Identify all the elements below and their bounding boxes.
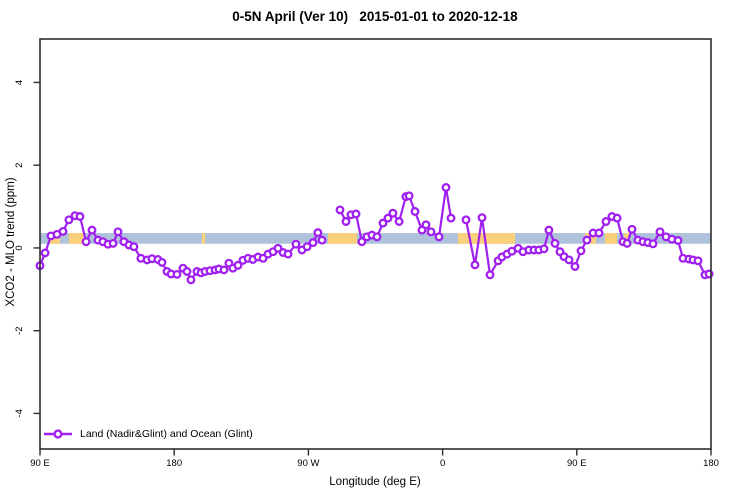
- data-point-marker: [113, 227, 123, 237]
- data-point-marker: [388, 208, 398, 218]
- data-point-marker: [75, 212, 85, 221]
- data-point-marker: [108, 238, 118, 248]
- legend-label: Land (Nadir&Glint) and Ocean (Glint): [80, 428, 253, 440]
- data-point-marker: [410, 207, 420, 216]
- data-point-marker: [576, 246, 586, 256]
- data-point-marker: [372, 232, 382, 242]
- data-point-marker: [378, 218, 388, 228]
- data-point-marker: [446, 213, 456, 223]
- x-tick-label: 90 W: [297, 458, 319, 469]
- highlight-band-orange: [604, 233, 618, 244]
- data-point-marker: [564, 255, 574, 265]
- data-point-marker: [291, 239, 301, 249]
- data-point-marker: [351, 209, 361, 219]
- data-point-marker: [186, 275, 196, 285]
- data-point-marker: [40, 248, 50, 258]
- data-point-marker: [313, 228, 323, 238]
- data-point-marker: [341, 217, 351, 226]
- data-point-marker: [612, 213, 622, 223]
- data-point-marker: [157, 257, 167, 267]
- data-point-marker: [693, 256, 703, 266]
- highlight-band-orange: [624, 233, 629, 244]
- highlight-band-orange: [457, 233, 516, 244]
- legend: Land (Nadir&Glint) and Ocean (Glint): [43, 427, 253, 441]
- data-point-marker: [172, 269, 182, 279]
- data-point-marker: [129, 242, 139, 252]
- data-point-marker: [655, 227, 665, 237]
- data-point-marker: [648, 239, 658, 249]
- data-point-marker: [283, 249, 293, 259]
- x-tick-label: 180: [703, 458, 719, 469]
- data-point-marker: [544, 225, 554, 235]
- y-tick-label: 2: [14, 163, 25, 168]
- highlight-band-orange: [201, 233, 206, 244]
- x-tick-label: 90 E: [567, 458, 587, 469]
- data-point-marker: [539, 244, 549, 254]
- plot-border: [39, 38, 712, 450]
- data-point-marker: [308, 238, 318, 248]
- x-tick-label: 90 E: [30, 458, 50, 469]
- data-point-marker: [441, 183, 451, 192]
- y-tick-label: 0: [14, 245, 25, 250]
- data-point-marker: [302, 242, 312, 252]
- y-tick-label: 4: [14, 80, 25, 85]
- series-line-segment: [464, 215, 711, 276]
- data-point-marker: [219, 265, 229, 275]
- data-point-marker: [673, 236, 683, 245]
- data-point-marker: [627, 224, 637, 234]
- data-point-marker: [434, 232, 444, 242]
- x-axis-label: Longitude (deg E): [329, 476, 421, 488]
- data-point-marker: [383, 213, 393, 223]
- data-point-marker: [550, 238, 560, 248]
- chart-title: 0-5N April (Ver 10) 2015-01-01 to 2020-1…: [232, 9, 518, 24]
- highlight-band-orange: [327, 233, 358, 244]
- data-point-marker: [335, 205, 345, 215]
- data-point-marker: [485, 270, 495, 280]
- data-point-marker: [394, 217, 404, 226]
- data-point-marker: [81, 237, 91, 247]
- data-point-marker: [477, 213, 487, 223]
- data-point-marker: [357, 237, 367, 247]
- data-point-marker: [317, 235, 327, 245]
- y-tick-label: -4: [14, 409, 25, 417]
- data-point-marker: [594, 228, 604, 238]
- data-point-marker: [582, 235, 592, 245]
- data-point-marker: [87, 225, 97, 235]
- data-point-marker: [601, 217, 611, 226]
- data-point-marker: [570, 262, 580, 271]
- data-point-marker: [64, 215, 74, 225]
- data-point-marker: [233, 260, 243, 270]
- x-tick-label: 180: [166, 458, 182, 469]
- data-point-marker: [470, 260, 480, 270]
- highlight-band-orange: [68, 233, 84, 244]
- data-point-marker: [426, 227, 436, 237]
- data-point-marker: [182, 267, 192, 276]
- legend-marker-icon: [44, 429, 72, 439]
- x-tick-label: 0: [440, 458, 445, 469]
- data-point-marker: [622, 238, 632, 248]
- data-point-marker: [404, 191, 414, 201]
- data-point-marker: [461, 215, 471, 225]
- data-point-marker: [58, 226, 68, 236]
- y-tick-label: -2: [14, 326, 25, 334]
- data-point-marker: [421, 220, 431, 230]
